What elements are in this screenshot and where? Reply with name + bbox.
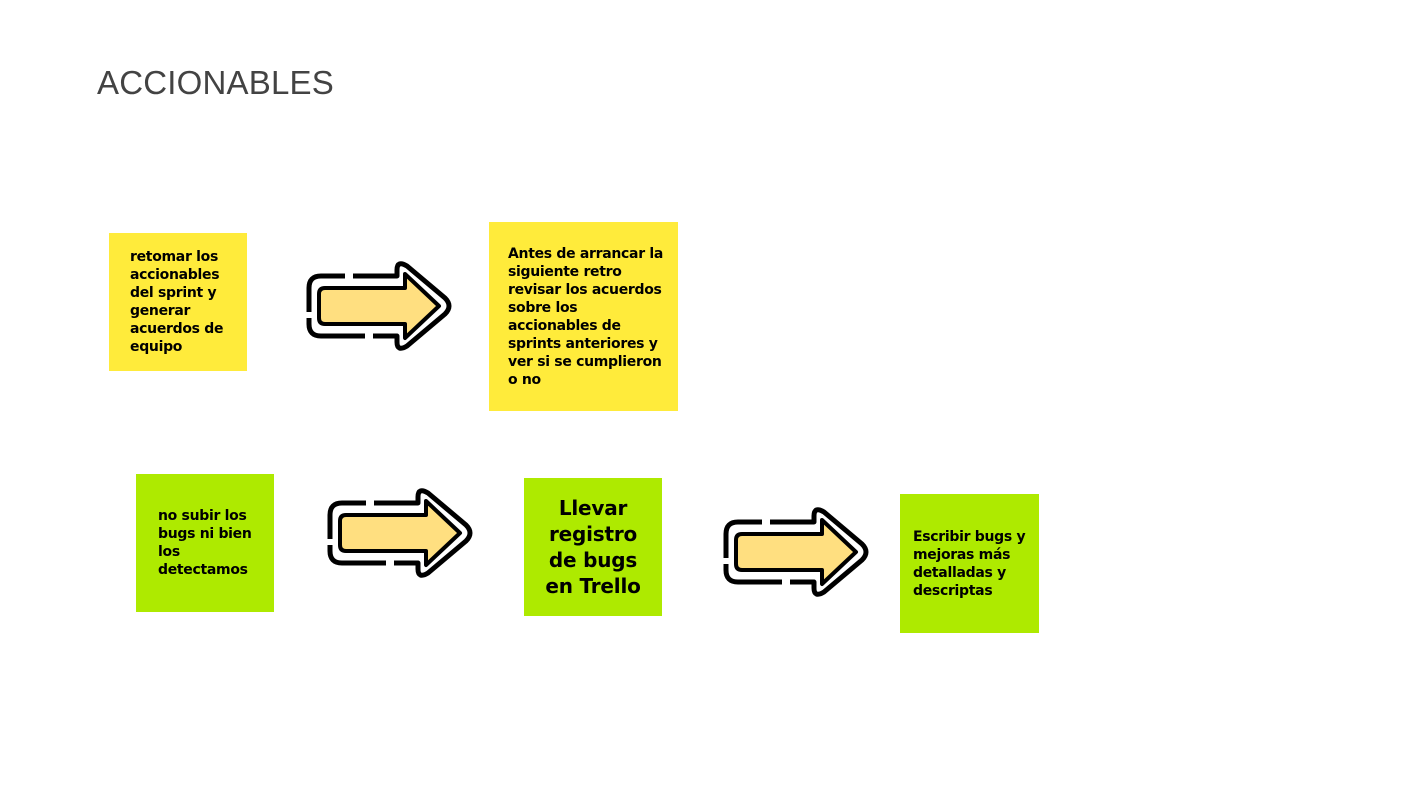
sticky-note-no-subir-bugs: no subir los bugs ni bien los detectamos: [136, 474, 274, 612]
arrow-right-icon: [326, 485, 476, 581]
arrow-right-icon: [305, 258, 455, 354]
sticky-note-text: Escribir bugs y mejoras más detalladas y…: [913, 528, 1026, 599]
sticky-note-text: retomar los accionables del sprint y gen…: [130, 249, 224, 355]
sticky-note-escribir-bugs: Escribir bugs y mejoras más detalladas y…: [900, 494, 1039, 633]
sticky-note-text: Antes de arrancar la siguiente retro rev…: [508, 245, 664, 388]
sticky-note-text: no subir los bugs ni bien los detectamos: [158, 508, 252, 578]
sticky-note-text: Llevar registro de bugs en Trello: [545, 496, 641, 598]
page-title: ACCIONABLES: [97, 64, 334, 101]
arrow-right-icon: [722, 504, 872, 600]
sticky-note-retomar-accionables: retomar los accionables del sprint y gen…: [109, 233, 247, 371]
sticky-note-revisar-acuerdos: Antes de arrancar la siguiente retro rev…: [489, 222, 678, 411]
sticky-note-llevar-registro: Llevar registro de bugs en Trello: [524, 478, 662, 616]
